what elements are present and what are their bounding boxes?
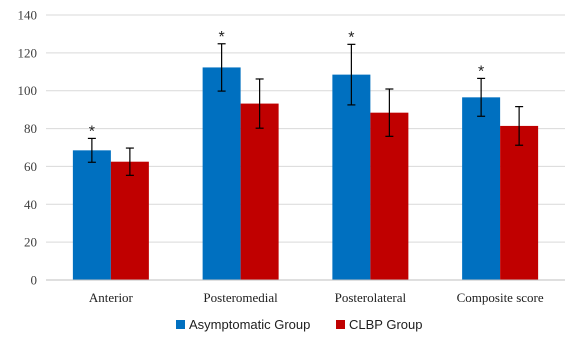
y-tick-label-100: 100 [18, 83, 38, 98]
error-bar-1-2 [385, 88, 394, 137]
y-tick-label-120: 120 [18, 45, 38, 60]
x-axis-categories: Anterior Posteromedial Posterolateral Compo… [89, 290, 544, 305]
y-tick-label-20: 20 [24, 235, 37, 250]
x-category-label-3: Composite score [457, 290, 544, 305]
legend-label-asymptomatic: Asymptomatic Group [189, 317, 310, 332]
bars [72, 67, 539, 281]
bar-0-1 [202, 67, 241, 280]
significance-marker-2: * [348, 29, 354, 46]
y-tick-label-80: 80 [24, 121, 37, 136]
legend-swatch-asymptomatic [176, 320, 185, 329]
significance-marker-0: * [89, 123, 95, 140]
bar-0-3 [462, 97, 501, 280]
legend-label-clbp: CLBP Group [349, 317, 422, 332]
y-tick-label-40: 40 [24, 197, 37, 212]
legend: Asymptomatic Group CLBP Group [176, 317, 422, 332]
significance-marker-1: * [219, 29, 225, 46]
y-tick-label-0: 0 [31, 273, 38, 288]
bar-1-2 [370, 112, 409, 281]
legend-swatch-clbp [336, 320, 345, 329]
legend-item-asymptomatic: Asymptomatic Group [176, 317, 310, 332]
error-bar-0-0 [87, 137, 96, 163]
significance-marker-3: * [478, 63, 484, 80]
bar-0-2 [332, 74, 371, 280]
y-tick-label-60: 60 [24, 159, 37, 174]
bar-0-0 [72, 150, 111, 280]
error-bar-0-2 [347, 43, 356, 106]
error-bar-1-3 [515, 106, 524, 146]
y-axis-ticks: 0 20 40 60 80 100 120 140 [18, 8, 38, 288]
error-bar-0-3 [477, 77, 486, 117]
error-bars [87, 43, 524, 176]
x-category-label-0: Anterior [89, 290, 134, 305]
error-bar-1-0 [125, 147, 134, 176]
x-category-label-1: Posteromedial [203, 290, 278, 305]
error-bar-1-1 [255, 78, 264, 129]
bar-1-0 [110, 161, 149, 280]
bar-1-1 [240, 103, 279, 280]
y-tick-label-140: 140 [18, 8, 38, 23]
significance-markers: * * * * [89, 29, 484, 141]
bar-1-3 [500, 125, 539, 281]
error-bar-0-1 [217, 43, 226, 92]
x-category-label-2: Posterolateral [335, 290, 407, 305]
legend-item-clbp: CLBP Group [336, 317, 422, 332]
